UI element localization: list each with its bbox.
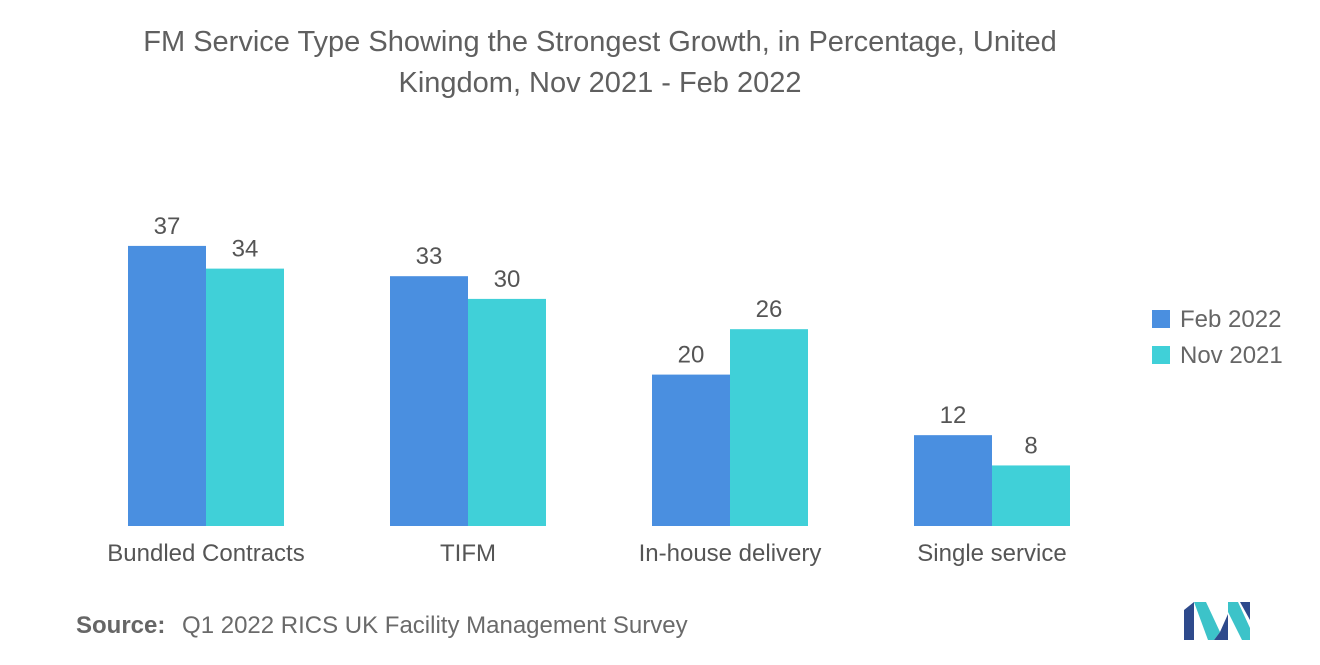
data-label: 30 [494,266,521,293]
bar-in-house-delivery-feb-2022 [652,374,730,526]
bar-bundled-contracts-nov-2021 [206,268,284,526]
bar-tifm-nov-2021 [468,298,546,526]
bar-single-service-feb-2022 [914,435,992,526]
source-text: Q1 2022 RICS UK Facility Management Surv… [182,612,688,639]
mordor-intelligence-logo-icon [1184,602,1250,640]
legend: Feb 2022 Nov 2021 [1152,306,1283,369]
legend-label: Nov 2021 [1180,342,1283,369]
data-label: 12 [940,402,967,429]
x-tick-label: TIFM [440,540,496,567]
x-tick-label: Bundled Contracts [107,540,304,567]
x-tick-label: Single service [917,540,1066,567]
plot-area: 37 34 Bundled Contracts 33 30 TIFM 20 26 In-hous… [107,213,1070,567]
data-label: 26 [756,296,783,323]
legend-label: Feb 2022 [1180,306,1281,333]
bar-bundled-contracts-feb-2022 [128,245,206,526]
legend-swatch [1152,346,1170,364]
data-label: 34 [232,236,259,263]
source-note: Source: Q1 2022 RICS UK Facility Managem… [76,612,688,640]
data-label: 33 [416,243,443,270]
bar-tifm-feb-2022 [390,276,468,526]
x-tick-label: In-house delivery [639,540,822,567]
data-label: 20 [678,342,705,369]
legend-swatch [1152,310,1170,328]
bar-in-house-delivery-nov-2021 [730,329,808,526]
chart-title-line-2: Kingdom, Nov 2021 - Feb 2022 [398,67,802,99]
chart-title: FM Service Type Showing the Strongest Gr… [0,22,1200,104]
data-label: 37 [154,213,181,240]
source-label: Source: [76,612,166,639]
bar-single-service-nov-2021 [992,465,1070,526]
data-label: 8 [1024,432,1037,459]
chart-title-line-1: FM Service Type Showing the Strongest Gr… [143,26,1057,58]
